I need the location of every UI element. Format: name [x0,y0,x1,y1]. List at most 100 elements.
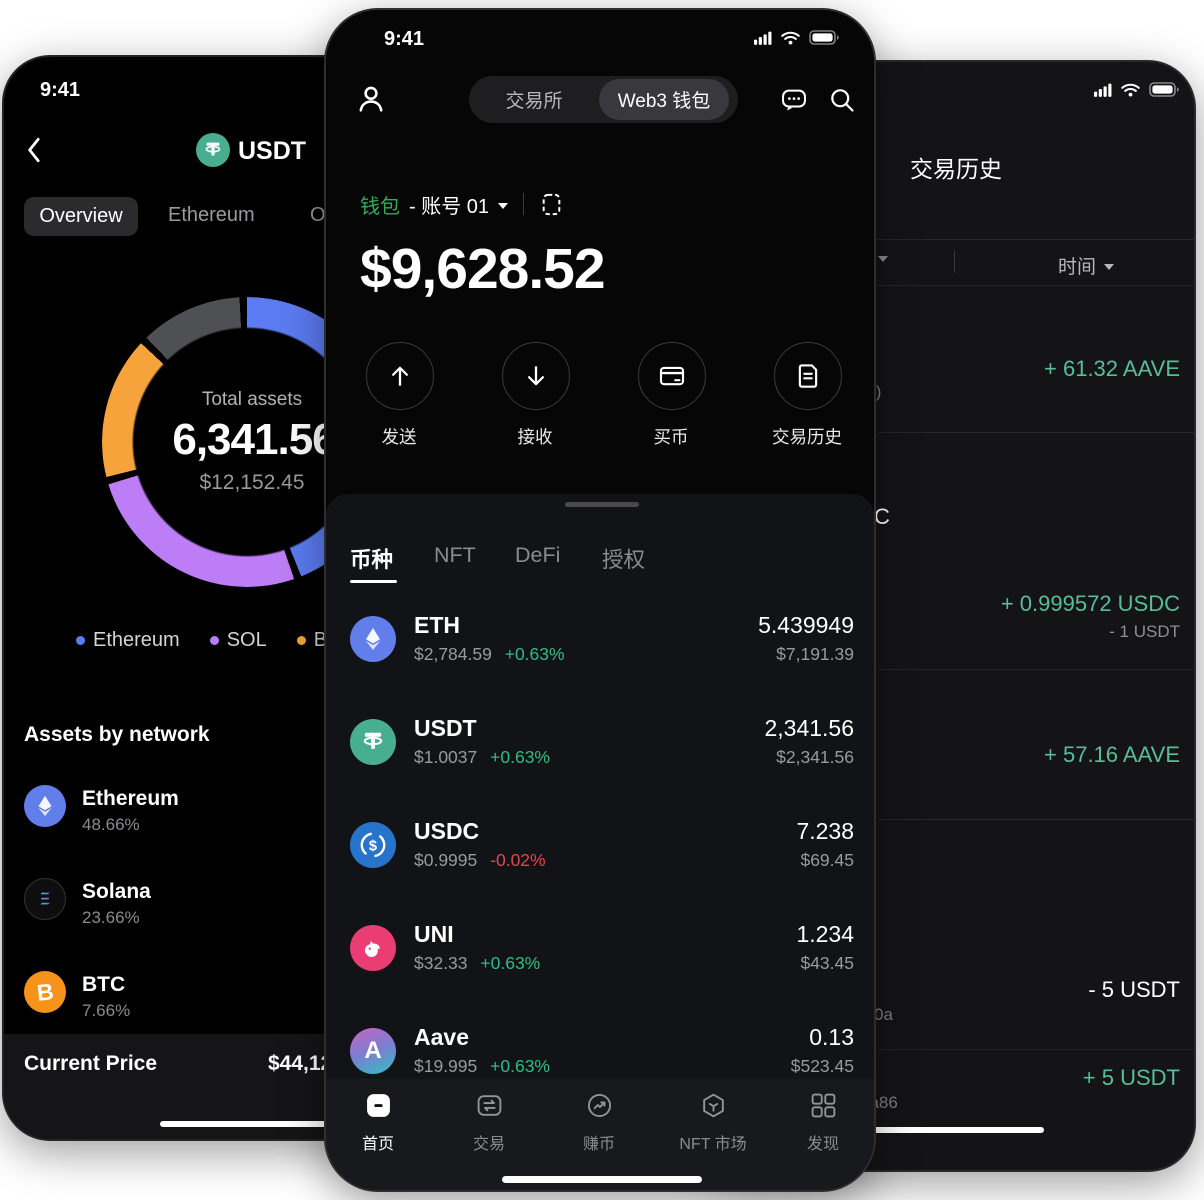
divider [878,1049,1194,1050]
btc-icon: B [24,971,66,1013]
current-price-label: Current Price [24,1052,158,1075]
transaction-amount[interactable]: + 0.999572 USDC [1000,591,1180,616]
svg-text:$: $ [369,838,377,854]
assets-sheet: 币种 NFT DeFi 授权 ETH $2,784.59 +0.63% [326,494,874,1190]
chat-button[interactable] [780,86,808,114]
token-amount: 5.439949 [758,612,854,638]
battery-icon [1149,82,1179,97]
tab-partial[interactable]: O [310,204,326,226]
token-amount: 7.238 [796,818,854,844]
token-row-usdt[interactable]: USDT $1.0037 +0.63% 2,341.56 $2,341.56 [326,709,874,799]
tab-coins[interactable]: 币种 [350,548,394,572]
divider [878,819,1194,820]
trade-icon [477,1095,501,1116]
tab-overview[interactable]: Overview [24,197,138,236]
assets-by-network-title: Assets by network [24,723,210,746]
usdc-icon: $ [350,822,396,868]
token-value: $69.45 [800,850,854,870]
chevron-down-icon [1104,264,1115,270]
tab-defi[interactable]: DeFi [515,543,561,567]
scan-icon[interactable] [539,192,564,217]
tab-ethereum[interactable]: Ethereum [168,204,255,226]
token-price: $32.33 [414,953,468,973]
home-indicator[interactable] [862,1127,1044,1133]
earn-icon [587,1093,611,1118]
uni-icon [350,925,396,971]
clipped-text-fragment: C [874,504,890,529]
transaction-amount[interactable]: + 61.32 AAVE [1044,356,1180,381]
home-indicator[interactable] [502,1176,702,1183]
status-icons [1094,82,1180,97]
token-value: $2,341.56 [776,747,854,767]
transaction-amount[interactable]: - 5 USDT [1088,977,1180,1002]
legend-dot-sol [209,636,219,645]
total-assets-usd: $12,152.45 [199,471,305,494]
network-row-solana[interactable]: Solana 23.66% [24,878,324,930]
solana-icon [24,878,66,920]
page-title: 交易历史 [910,156,1002,182]
network-name: Ethereum [82,787,179,810]
token-price: $1.0037 [414,747,478,767]
clipped-text-fragment: ) [876,384,882,401]
network-pct: 48.66% [82,815,140,834]
account-selector[interactable]: 钱包 - 账号 01 [360,190,564,218]
account-label: - 账号 01 [409,195,490,218]
divider [523,193,525,215]
token-amount: 1.234 [796,921,854,947]
token-price: $0.9995 [414,850,478,870]
drag-handle[interactable] [565,502,639,507]
search-button[interactable] [828,86,856,114]
token-row-aave[interactable]: A Aave $19.995 +0.63% 0.13 $523.45 [326,1018,874,1108]
chevron-down-icon [498,202,509,209]
tab-nft[interactable]: NFT [434,543,476,567]
token-row-eth[interactable]: ETH $2,784.59 +0.63% 5.439949 $7,191.39 [326,606,874,696]
divider [702,285,1194,286]
nav-nft-market[interactable]: NFT 市场 [658,1092,768,1154]
transaction-amount[interactable]: + 57.16 AAVE [1044,742,1180,767]
buy-crypto-button[interactable]: 买币 [638,342,706,449]
time-filter[interactable]: 时间 [1058,252,1115,279]
home-icon [366,1094,390,1117]
nav-discover[interactable]: 发现 [768,1092,874,1154]
battery-icon [809,30,839,45]
back-button[interactable] [22,135,52,167]
eth-icon [350,616,396,662]
token-row-usdc[interactable]: $ USDC $0.9995 -0.02% 7.238 $69.45 [326,812,874,902]
token-change: +0.63% [480,953,541,973]
profile-button[interactable] [354,82,390,118]
wifi-icon [781,31,800,45]
network-name: Solana [82,880,151,903]
transaction-amount[interactable]: + 5 USDT [1082,1065,1180,1090]
nft-market-icon [702,1093,724,1118]
network-row-ethereum[interactable]: Ethereum 48.66% [24,785,324,837]
usdt-icon [350,719,396,765]
search-icon [831,89,854,112]
tab-approvals[interactable]: 授权 [602,548,646,572]
filter-caret-fragment[interactable] [878,256,888,262]
divider [878,432,1194,433]
total-balance: $9,628.52 [360,237,606,301]
segmented-control: 交易所 Web3 钱包 [469,76,738,123]
network-row-btc[interactable]: B BTC 7.66% [24,971,324,1023]
arrow-down-icon [502,342,570,410]
tab-web3-wallet[interactable]: Web3 钱包 [599,79,729,120]
nav-home[interactable]: 首页 [326,1092,433,1154]
center-phone: 9:41 交易所 W [324,8,876,1192]
current-price-value: $44,12 [268,1052,333,1075]
send-button[interactable]: 发送 [366,342,434,449]
network-pct: 23.66% [82,908,140,927]
nav-earn[interactable]: 赚币 [544,1092,654,1154]
home-indicator[interactable] [160,1121,332,1127]
divider [702,239,1194,240]
tab-exchange[interactable]: 交易所 [505,91,563,112]
donut-legend: Ethereum SOL BTC [76,629,354,652]
nav-trade[interactable]: 交易 [434,1092,544,1154]
receive-button[interactable]: 接收 [502,342,570,449]
aave-icon: A [350,1028,396,1074]
token-row-uni[interactable]: UNI $32.33 +0.63% 1.234 $43.45 [326,915,874,1005]
transaction-address-fragment: 0a [874,1005,893,1024]
legend-item: SOL [209,629,267,652]
network-pct: 7.66% [82,1001,131,1020]
tx-history-button[interactable]: 交易历史 [772,342,842,449]
